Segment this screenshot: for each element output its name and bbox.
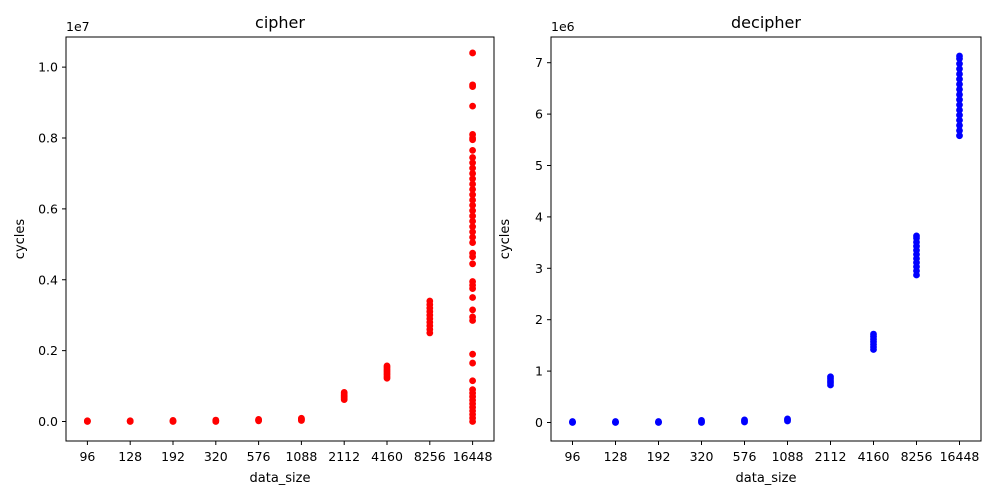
cipher-y-axis-label: cycles — [13, 219, 28, 260]
decipher-data-point — [784, 415, 791, 423]
cipher-data-point — [469, 102, 477, 110]
cipher-data-point — [469, 386, 477, 394]
cipher-data-point — [469, 278, 477, 285]
cipher-x-axis-label: data_size — [250, 471, 311, 486]
decipher-data-point — [569, 418, 576, 425]
decipher-x-tick-label: 96 — [565, 449, 581, 464]
cipher-x-tick-label: 8256 — [414, 449, 446, 464]
cipher-y-tick-label: 0.6 — [38, 201, 58, 216]
decipher-markers — [569, 52, 963, 426]
cipher-title: cipher — [255, 13, 305, 32]
decipher-data-point — [698, 417, 705, 424]
decipher-y-tick-label: 6 — [535, 107, 543, 122]
decipher-axes-frame — [550, 36, 982, 442]
decipher-title: decipher — [731, 13, 801, 32]
cipher-markers — [84, 49, 477, 425]
cipher-panel: 96 128 192 320 576 1088 2112 4160 8256 16448 0.0 0.… — [13, 13, 495, 486]
cipher-x-tick-label: 2112 — [328, 449, 360, 464]
cipher-data-point — [383, 362, 391, 370]
decipher-data-point — [956, 52, 963, 60]
decipher-x-tick-label: 128 — [604, 449, 628, 464]
cipher-data-point — [426, 297, 434, 305]
decipher-x-axis-label: data_size — [736, 471, 797, 486]
decipher-data-point — [741, 416, 748, 424]
decipher-x-tick-label: 576 — [733, 449, 757, 464]
decipher-y-tick-label: 4 — [535, 209, 543, 224]
cipher-data-point — [469, 313, 477, 321]
cipher-data-point — [255, 415, 263, 423]
decipher-data-point — [612, 418, 619, 425]
cipher-axes-frame — [65, 36, 495, 442]
decipher-y-tick-label: 1 — [535, 364, 543, 379]
decipher-data-point — [655, 418, 662, 425]
cipher-data-point — [469, 377, 477, 385]
decipher-y-tick-label: 2 — [535, 312, 543, 327]
cipher-data-point — [84, 417, 91, 425]
cipher-y-tick-label: 1.0 — [38, 60, 58, 75]
decipher-y-axis-label: cycles — [498, 219, 513, 260]
cipher-data-point — [469, 146, 477, 154]
cipher-data-point — [340, 389, 348, 396]
cipher-data-point — [469, 306, 477, 314]
cipher-offset-text: 1e7 — [66, 19, 90, 34]
decipher-y-tick-label: 0 — [535, 415, 543, 430]
cipher-y-tick-label: 0.8 — [38, 131, 58, 146]
cipher-data-point — [469, 131, 477, 138]
decipher-data-point — [870, 330, 877, 338]
cipher-x-tick-label: 320 — [204, 449, 228, 464]
cipher-data-point — [212, 416, 220, 424]
cipher-data-point — [469, 249, 477, 257]
cipher-y-tick-label: 0.2 — [38, 343, 58, 358]
decipher-x-tick-label: 1088 — [772, 449, 804, 464]
decipher-y-tick-label: 3 — [535, 261, 543, 276]
cipher-x-tick-label: 576 — [247, 449, 271, 464]
cipher-data-point — [469, 260, 477, 268]
cipher-data-point — [469, 294, 477, 301]
cipher-y-tick-label: 0.4 — [38, 272, 58, 287]
cipher-x-tick-label: 16448 — [453, 449, 493, 464]
cipher-data-point — [297, 414, 305, 422]
cipher-data-point — [169, 417, 177, 424]
decipher-x-tick-label: 16448 — [940, 449, 980, 464]
cipher-x-tick-label: 96 — [79, 449, 95, 464]
cipher-data-point — [469, 359, 477, 367]
cipher-data-point — [469, 154, 477, 161]
decipher-x-tick-label: 8256 — [901, 449, 933, 464]
cipher-data-point — [469, 49, 477, 57]
decipher-x-tick-label: 192 — [647, 449, 671, 464]
cipher-y-tick-label: 0.0 — [38, 414, 58, 429]
decipher-offset-text: 1e6 — [551, 19, 575, 34]
decipher-panel: 96 128 192 320 576 1088 2112 4160 8256 1644801234… — [498, 13, 982, 486]
decipher-data-point — [913, 232, 920, 240]
decipher-x-tick-label: 4160 — [858, 449, 890, 464]
cipher-data-point — [469, 81, 477, 89]
cipher-x-tick-label: 192 — [161, 449, 185, 464]
decipher-x-tick-label: 2112 — [815, 449, 847, 464]
decipher-y-tick-label: 5 — [535, 158, 543, 173]
cipher-data-point — [126, 417, 134, 425]
decipher-y-tick-label: 7 — [535, 55, 543, 70]
cipher-data-point — [469, 350, 477, 358]
decipher-data-point — [827, 373, 834, 381]
cipher-x-tick-label: 4160 — [371, 449, 403, 464]
cipher-x-tick-label: 128 — [118, 449, 142, 464]
cipher-x-tick-label: 1088 — [285, 449, 317, 464]
decipher-x-tick-label: 320 — [690, 449, 714, 464]
